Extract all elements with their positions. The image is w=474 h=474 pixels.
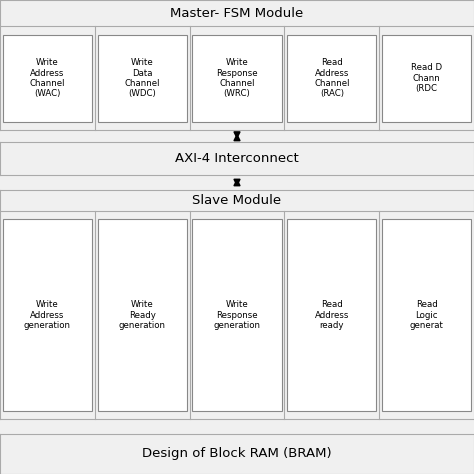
Text: Write
Address
Channel
(WAC): Write Address Channel (WAC) [30, 58, 65, 98]
Bar [3, 219, 92, 411]
Text: AXI-4 Interconnect: AXI-4 Interconnect [175, 152, 299, 165]
Text: Write
Ready
generation: Write Ready generation [118, 301, 166, 330]
Text: Slave Module: Slave Module [192, 194, 282, 207]
Bar [192, 219, 282, 411]
Bar [192, 35, 282, 122]
Bar [382, 219, 471, 411]
Text: Write
Response
Channel
(WRC): Write Response Channel (WRC) [216, 58, 258, 98]
Bar [382, 35, 471, 122]
Text: Write
Data
Channel
(WDC): Write Data Channel (WDC) [125, 58, 160, 98]
Text: Read D
Chann
(RDC: Read D Chann (RDC [411, 64, 442, 93]
Text: Master- FSM Module: Master- FSM Module [170, 7, 304, 19]
Text: Design of Block RAM (BRAM): Design of Block RAM (BRAM) [142, 447, 332, 460]
Text: Write
Response
generation: Write Response generation [213, 301, 261, 330]
Bar [98, 35, 187, 122]
Bar [3, 35, 92, 122]
Text: Read
Address
ready: Read Address ready [315, 301, 349, 330]
Text: Read
Logic
generat: Read Logic generat [410, 301, 444, 330]
Text: Read
Address
Channel
(RAC): Read Address Channel (RAC) [314, 58, 349, 98]
Bar [287, 35, 376, 122]
Bar [287, 219, 376, 411]
Text: Write
Address
generation: Write Address generation [24, 301, 71, 330]
Bar [98, 219, 187, 411]
